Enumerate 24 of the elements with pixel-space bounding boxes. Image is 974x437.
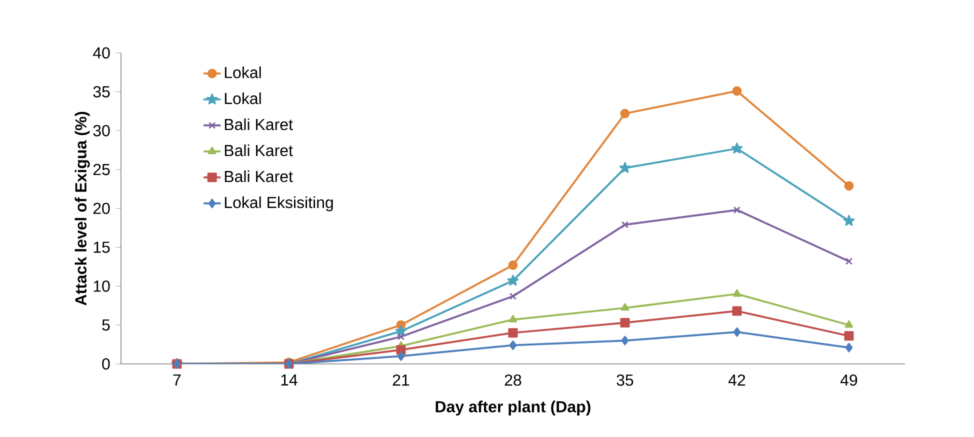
x-tick-label: 49 [840,374,858,386]
y-tick-label: 25 [93,164,110,176]
legend-label: Bali Karet [224,144,293,156]
y-tick-label: 0 [102,358,110,370]
x-tick-label: 35 [616,374,634,386]
x-tick-label: 14 [281,374,298,386]
legend-label: Lokal [224,66,261,78]
y-tick-label: 15 [94,242,110,253]
y-tick-label: 35 [93,86,110,98]
y-tick-label: 40 [92,47,110,59]
x-tick-label: 28 [504,374,522,386]
legend-label: Lokal [224,92,261,104]
y-tick-label: 5 [102,319,110,331]
y-axis-title: Attack level of Exigua (%) [74,112,90,306]
x-tick-label: 21 [392,374,410,386]
y-tick-label: 30 [93,125,110,136]
x-tick-label: 42 [728,374,746,386]
legend-label: Lokal Eksisiting [224,196,333,212]
x-axis-title: Day after plant (Dap) [436,400,590,416]
y-tick-label: 20 [93,202,110,214]
legend-label: Bali Karet [224,118,293,130]
y-tick-label: 10 [94,280,110,292]
x-tick-label: 7 [173,374,181,386]
legend-label: Bali Karet [224,170,293,182]
